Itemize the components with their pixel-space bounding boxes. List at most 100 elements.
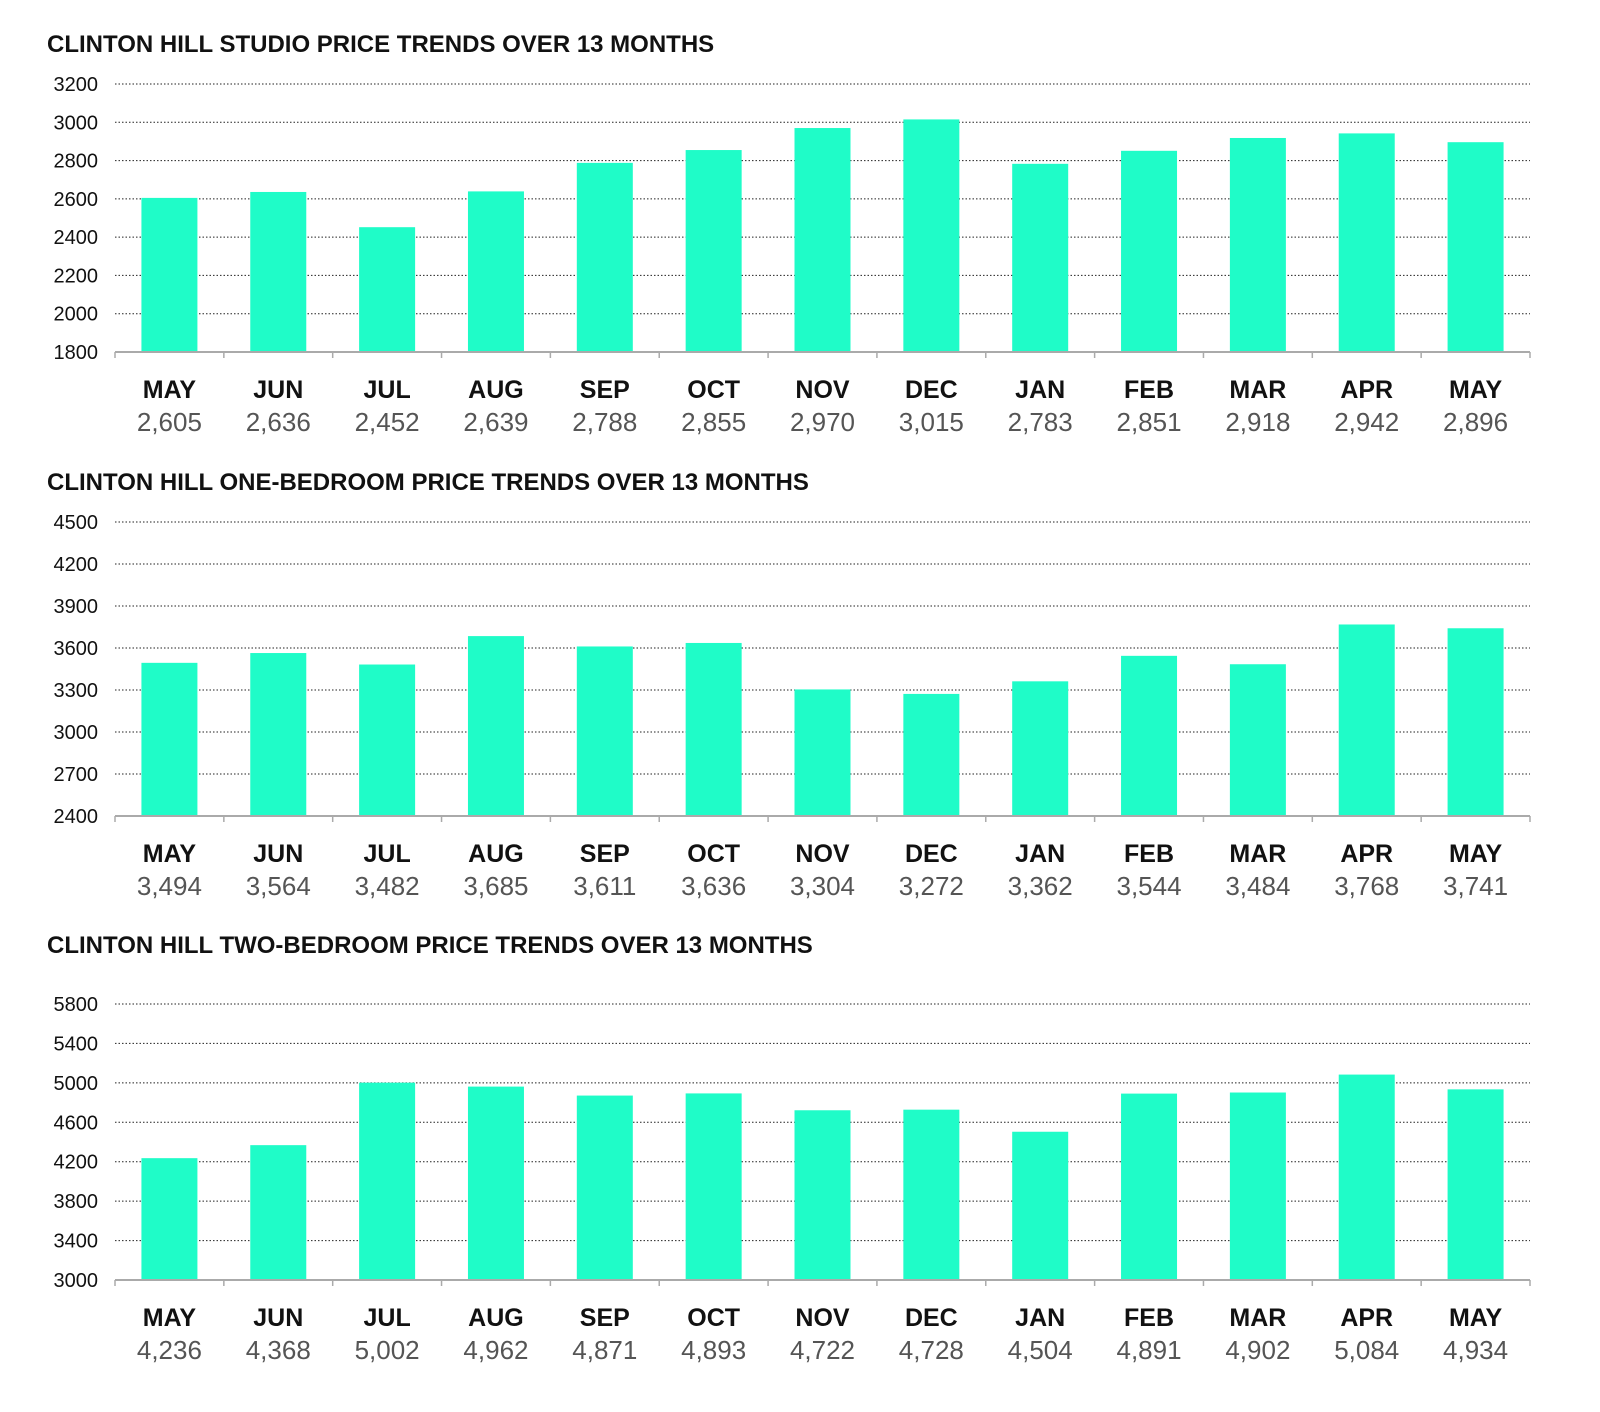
y-tick-label: 4600 <box>54 1112 99 1134</box>
bar <box>1121 150 1178 352</box>
x-tick-label: JUL <box>363 840 410 868</box>
bar <box>685 1093 742 1280</box>
x-tick-label: OCT <box>687 376 740 404</box>
chart-title: CLINTON HILL ONE-BEDROOM PRICE TRENDS OV… <box>47 469 809 496</box>
data-label: 5,084 <box>1334 1335 1399 1365</box>
y-tick-label: 2800 <box>54 151 99 173</box>
data-label: 5,002 <box>355 1335 420 1365</box>
chart-title: CLINTON HILL STUDIO PRICE TRENDS OVER 13… <box>47 31 714 58</box>
bar <box>359 227 416 352</box>
bar <box>1121 655 1178 816</box>
data-label: 2,783 <box>1008 407 1073 437</box>
x-tick-label: JUN <box>253 1304 303 1332</box>
x-tick-label: JAN <box>1015 376 1065 404</box>
x-tick-label: MAR <box>1229 376 1286 404</box>
data-label: 4,728 <box>899 1335 964 1365</box>
bar <box>1012 681 1069 816</box>
bar <box>903 693 960 816</box>
y-tick-label: 3600 <box>54 638 99 660</box>
chart-title: CLINTON HILL TWO-BEDROOM PRICE TRENDS OV… <box>47 932 813 959</box>
y-tick-label: 1800 <box>54 342 99 364</box>
x-tick-label: APR <box>1340 1304 1393 1332</box>
data-label: 3,015 <box>899 407 964 437</box>
data-label: 4,962 <box>463 1335 528 1365</box>
x-tick-label: FEB <box>1124 840 1174 868</box>
data-label: 4,722 <box>790 1335 855 1365</box>
bar <box>1229 137 1286 352</box>
x-tick-label: NOV <box>795 376 850 404</box>
x-tick-label: MAY <box>143 840 197 868</box>
bar <box>685 642 742 816</box>
data-label: 3,484 <box>1225 871 1290 901</box>
y-tick-label: 3000 <box>54 722 99 744</box>
bar <box>903 1109 960 1280</box>
y-tick-label: 5000 <box>54 1073 99 1095</box>
bar <box>794 128 851 352</box>
data-label: 3,685 <box>463 871 528 901</box>
x-tick-label: MAR <box>1229 840 1286 868</box>
y-tick-label: 5400 <box>54 1033 99 1055</box>
bar <box>467 191 524 352</box>
x-tick-label: SEP <box>580 1304 630 1332</box>
x-tick-label: SEP <box>580 840 630 868</box>
x-tick-label: JUN <box>253 376 303 404</box>
data-label: 3,482 <box>355 871 420 901</box>
bar <box>576 646 633 816</box>
x-tick-label: OCT <box>687 840 740 868</box>
bar <box>1229 664 1286 816</box>
bar <box>141 662 198 816</box>
bar <box>576 162 633 352</box>
y-tick-label: 3800 <box>54 1191 99 1213</box>
data-label: 4,891 <box>1116 1335 1181 1365</box>
bar <box>467 1086 524 1280</box>
data-label: 3,544 <box>1116 871 1181 901</box>
data-label: 3,768 <box>1334 871 1399 901</box>
bar <box>1338 133 1395 352</box>
x-tick-label: FEB <box>1124 1304 1174 1332</box>
bar <box>1447 628 1504 816</box>
y-tick-label: 2000 <box>54 304 99 326</box>
bar <box>794 689 851 816</box>
x-tick-label: JAN <box>1015 1304 1065 1332</box>
bar <box>1121 1093 1178 1280</box>
x-tick-label: MAR <box>1229 1304 1286 1332</box>
x-tick-label: NOV <box>795 1304 850 1332</box>
data-label: 4,902 <box>1225 1335 1290 1365</box>
x-tick-label: MAY <box>1449 376 1503 404</box>
x-tick-label: SEP <box>580 376 630 404</box>
data-label: 2,942 <box>1334 407 1399 437</box>
x-tick-label: JUN <box>253 840 303 868</box>
bar <box>250 191 307 352</box>
y-tick-label: 3400 <box>54 1231 99 1253</box>
bar <box>141 1158 198 1280</box>
y-tick-label: 3200 <box>54 74 99 96</box>
bar <box>1447 1089 1504 1280</box>
data-label: 3,304 <box>790 871 855 901</box>
y-tick-label: 2600 <box>54 189 99 211</box>
bar <box>1338 624 1395 816</box>
x-tick-label: APR <box>1340 376 1393 404</box>
bar <box>250 653 307 816</box>
bar <box>794 1110 851 1280</box>
bar <box>1012 1131 1069 1280</box>
x-tick-label: NOV <box>795 840 850 868</box>
y-tick-label: 2400 <box>54 227 99 249</box>
data-label: 4,236 <box>137 1335 202 1365</box>
data-label: 3,636 <box>681 871 746 901</box>
data-label: 2,970 <box>790 407 855 437</box>
bar <box>1447 142 1504 352</box>
y-tick-label: 4200 <box>54 1152 99 1174</box>
x-tick-label: JUL <box>363 1304 410 1332</box>
data-label: 2,636 <box>246 407 311 437</box>
y-tick-label: 4500 <box>54 512 99 534</box>
data-label: 3,741 <box>1443 871 1508 901</box>
y-tick-label: 2400 <box>54 806 99 828</box>
data-label: 4,893 <box>681 1335 746 1365</box>
data-label: 4,368 <box>246 1335 311 1365</box>
y-tick-label: 3000 <box>54 112 99 134</box>
x-tick-label: AUG <box>468 1304 524 1332</box>
data-label: 2,896 <box>1443 407 1508 437</box>
x-tick-label: MAY <box>1449 1304 1503 1332</box>
bar <box>1012 163 1069 352</box>
